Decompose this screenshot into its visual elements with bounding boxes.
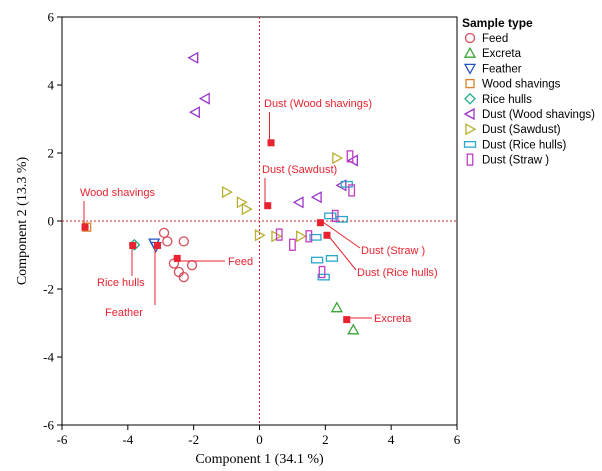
legend: Sample type Feed Excreta Feather Wood shavin…: [462, 16, 595, 167]
mean-marker: [316, 219, 324, 227]
series-excreta: [330, 301, 360, 335]
data-point: [317, 273, 330, 281]
mean-marker: [173, 254, 181, 262]
data-point: [292, 196, 304, 209]
data-point: [254, 229, 266, 242]
legend-label: Wood shavings: [482, 79, 561, 91]
y-tick-label: -4: [43, 350, 54, 365]
x-tick-label: 0: [256, 432, 263, 447]
annotation-label: Dust (Rice hulls): [357, 267, 438, 279]
data-point: [331, 209, 339, 223]
annotation-leader: [326, 233, 357, 271]
annotation-label: Feather: [105, 307, 143, 319]
data-point: [324, 212, 337, 220]
data-point: [178, 271, 189, 283]
mean-marker: [129, 241, 137, 249]
mean-marker: [153, 241, 161, 249]
annotation-label: Dust (Wood shavings): [264, 98, 372, 110]
data-point: [325, 254, 339, 262]
annotation-label: Feed: [228, 256, 253, 268]
data-point: [186, 260, 198, 271]
x-tick-label: 6: [454, 432, 461, 447]
legend-title: Sample type: [462, 16, 533, 30]
data-point: [330, 301, 343, 313]
series-dust-wood-shavings: [187, 51, 358, 209]
x-tick-label: 2: [322, 432, 329, 447]
data-point: [335, 215, 348, 223]
data-point: [162, 236, 173, 247]
series-dust-straw: [275, 150, 356, 279]
annotation-label: Dust (Sawdust): [262, 164, 337, 176]
legend-label: Dust (Sawdust): [482, 124, 561, 136]
legend-label: Feed: [482, 33, 508, 45]
data-point: [188, 106, 200, 119]
annotation-label: Dust (Straw ): [361, 245, 425, 257]
data-point: [347, 323, 360, 335]
data-point: [187, 51, 199, 64]
mean-marker: [264, 202, 272, 210]
annotation-label: Wood shavings: [80, 187, 156, 199]
data-point: [310, 256, 324, 264]
legend-swatch: [463, 46, 477, 58]
data-point: [295, 230, 307, 243]
data-point: [173, 266, 185, 278]
data-point: [241, 202, 253, 216]
y-tick-label: 6: [48, 10, 55, 25]
legend-swatch: [464, 32, 476, 44]
x-tick-label: -4: [122, 432, 133, 447]
data-point: [289, 238, 296, 251]
annotation-label: Excreta: [374, 313, 412, 325]
data-point: [221, 185, 233, 199]
legend-swatch: [465, 123, 477, 136]
y-tick-label: -6: [43, 418, 54, 433]
y-tick-label: -2: [43, 282, 54, 297]
x-tick-label: -6: [57, 432, 68, 447]
legend-label: Excreta: [482, 48, 522, 60]
x-axis-label: Component 1 (34.1 %): [195, 452, 324, 467]
data-point: [346, 150, 354, 163]
legend-swatch: [465, 78, 475, 89]
data-point: [198, 92, 210, 105]
legend-label: Rice hulls: [482, 94, 532, 106]
mean-marker: [323, 231, 331, 239]
data-point: [309, 233, 322, 241]
data-point: [318, 265, 326, 279]
legend-label: Dust (Rice hulls): [482, 139, 567, 151]
series-dust-rice-hulls: [309, 180, 353, 281]
mean-marker: [267, 139, 275, 147]
data-point: [275, 228, 283, 241]
y-tick-label: 0: [48, 214, 55, 229]
mean-marker: [343, 316, 351, 324]
legend-label: Feather: [482, 63, 522, 75]
legend-swatch: [463, 140, 477, 148]
annotation-leader: [319, 219, 361, 249]
mean-marker: [81, 223, 89, 231]
legend-label: Dust (Straw ): [482, 155, 549, 167]
legend-swatch: [466, 153, 474, 166]
legend-swatch: [463, 107, 475, 121]
series-feed: [158, 227, 198, 283]
legend-swatch: [464, 92, 476, 105]
x-tick-label: -2: [188, 432, 199, 447]
x-tick-label: 4: [388, 432, 395, 447]
data-point: [178, 236, 189, 247]
y-tick-label: 4: [48, 78, 55, 93]
data-point: [310, 191, 322, 204]
annotation-label: Rice hulls: [97, 277, 145, 289]
data-point: [305, 230, 313, 243]
data-point: [158, 227, 170, 239]
legend-swatch: [463, 63, 477, 75]
y-tick-label: 2: [48, 146, 55, 161]
y-axis-label: Component 2 (13.3 %): [15, 157, 30, 286]
data-point: [332, 151, 344, 165]
data-point: [348, 184, 356, 197]
mean-markers: Dust (Wood shavings) Dust (Sawdust) Wood s…: [80, 98, 438, 325]
legend-label: Dust (Wood shavings): [482, 109, 595, 121]
